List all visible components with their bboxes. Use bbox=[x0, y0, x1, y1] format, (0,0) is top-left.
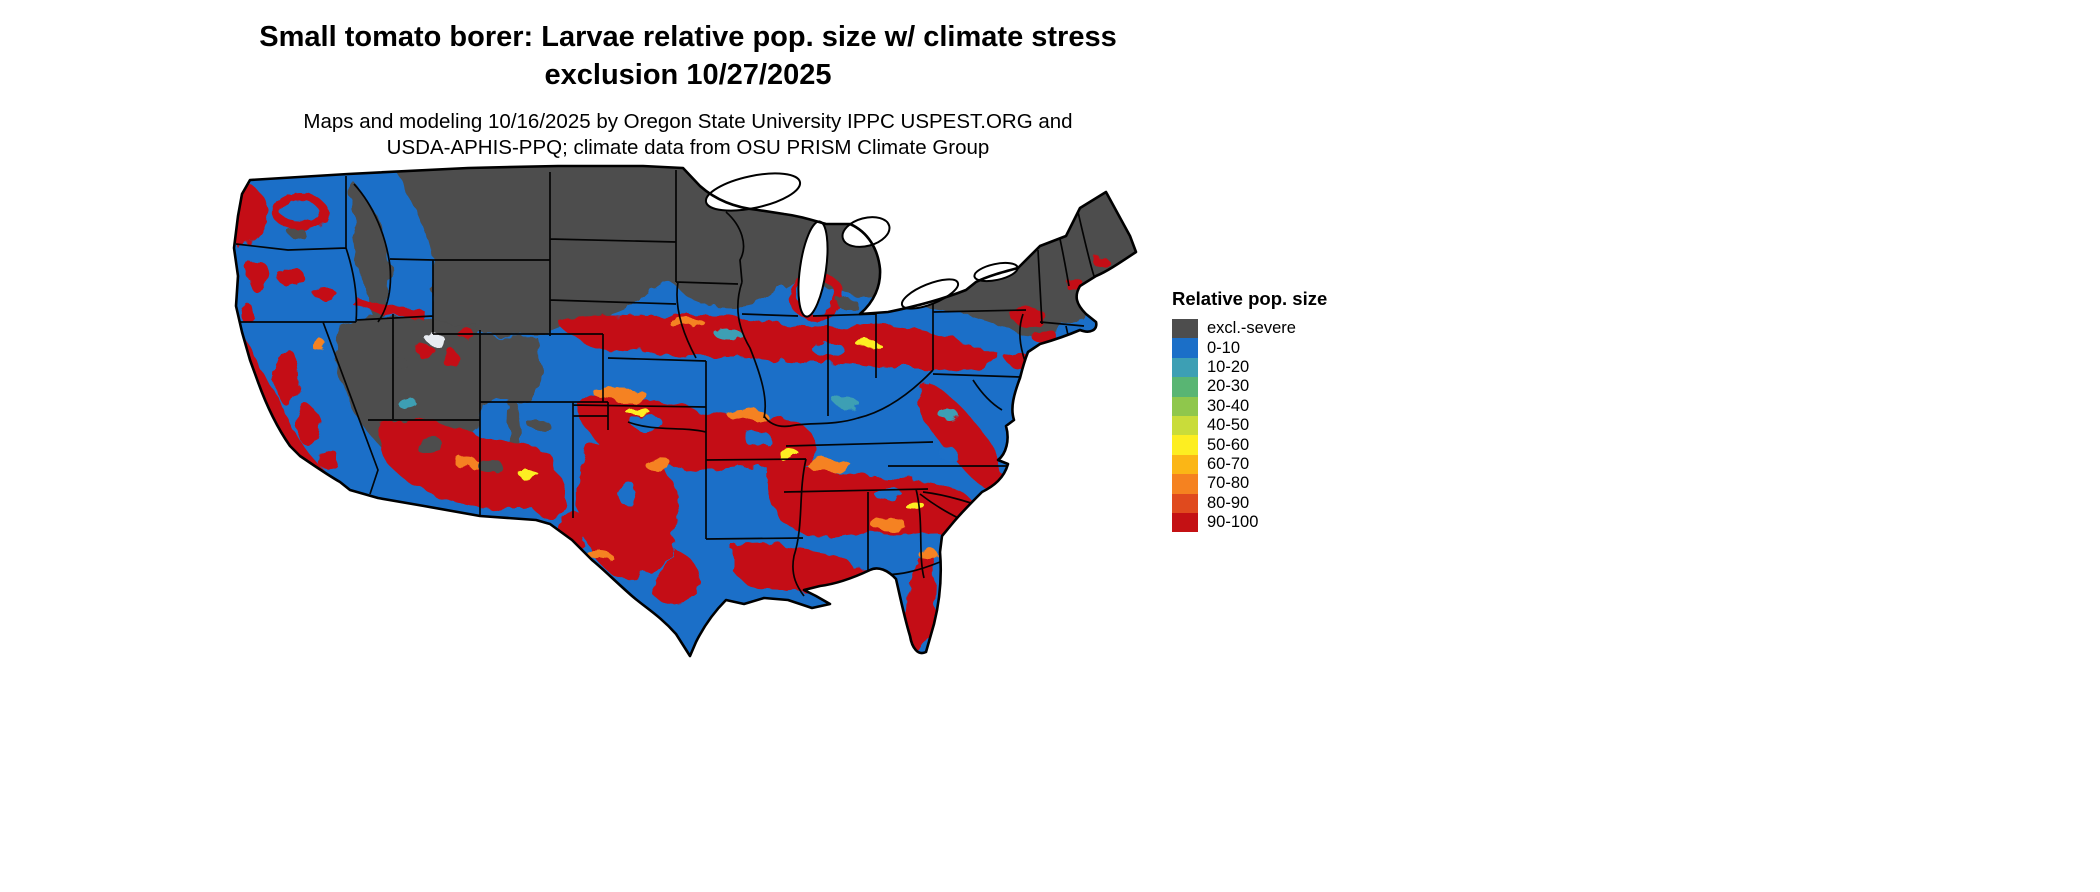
legend-swatch bbox=[1172, 357, 1198, 378]
page-header: Small tomato borer: Larvae relative pop.… bbox=[0, 18, 1376, 162]
legend-swatch bbox=[1172, 396, 1198, 416]
legend: Relative pop. size excl.-severe 0-10 10-… bbox=[1172, 288, 1392, 533]
map-subtitle-line1: Maps and modeling 10/16/2025 by Oregon S… bbox=[303, 109, 1073, 133]
map-subtitle-line2: USDA-APHIS-PPQ; climate data from OSU PR… bbox=[386, 136, 990, 160]
legend-label: 90-100 bbox=[1207, 513, 1259, 532]
map-title-line1: Small tomato borer: Larvae relative pop.… bbox=[259, 21, 1117, 53]
legend-item: 30-40 bbox=[1172, 396, 1392, 416]
lake-erie bbox=[900, 278, 960, 310]
legend-item: 60-70 bbox=[1172, 454, 1392, 475]
legend-label: 50-60 bbox=[1207, 435, 1250, 454]
state-borders bbox=[234, 170, 1095, 597]
legend-item: 20-30 bbox=[1172, 377, 1392, 397]
legend-title: Relative pop. size bbox=[1172, 288, 1328, 309]
lake-superior bbox=[704, 172, 802, 212]
us-outline bbox=[232, 164, 1138, 658]
legend-label: 70-80 bbox=[1207, 474, 1250, 493]
legend-item: 50-60 bbox=[1172, 435, 1392, 455]
legend-swatch bbox=[1172, 474, 1198, 494]
map-high-population-layer bbox=[234, 178, 1106, 654]
legend-swatch bbox=[1172, 377, 1198, 397]
legend-swatch bbox=[1172, 415, 1198, 436]
us-map-svg bbox=[232, 164, 1138, 658]
legend-label: 10-20 bbox=[1207, 357, 1250, 376]
legend-item: 80-90 bbox=[1172, 493, 1392, 513]
lake-huron bbox=[841, 216, 891, 248]
legend-item: 70-80 bbox=[1172, 474, 1392, 494]
us-distribution-map bbox=[228, 164, 1140, 666]
legend-swatch bbox=[1172, 338, 1198, 358]
legend-label: excl.-severe bbox=[1207, 319, 1296, 338]
map-subtitle: Maps and modeling 10/16/2025 by Oregon S… bbox=[0, 109, 1376, 162]
legend-item: 0-10 bbox=[1172, 338, 1392, 358]
legend-label: 60-70 bbox=[1207, 454, 1250, 473]
legend-swatch bbox=[1172, 435, 1198, 455]
legend-swatch bbox=[1172, 493, 1198, 513]
map-title-line2: exclusion 10/27/2025 bbox=[544, 59, 832, 92]
legend-item: 90-100 bbox=[1172, 512, 1392, 533]
legend-label: 20-30 bbox=[1207, 377, 1250, 396]
legend-label: 80-90 bbox=[1207, 493, 1250, 512]
legend-item: 10-20 bbox=[1172, 357, 1392, 378]
legend-swatch bbox=[1172, 454, 1198, 475]
legend-item: 40-50 bbox=[1172, 415, 1392, 436]
legend-item: excl.-severe bbox=[1172, 319, 1392, 339]
legend-label: 0-10 bbox=[1207, 338, 1241, 357]
legend-label: 40-50 bbox=[1207, 416, 1250, 435]
legend-label: 30-40 bbox=[1207, 396, 1250, 415]
legend-swatch bbox=[1172, 512, 1198, 533]
legend-swatch bbox=[1172, 319, 1198, 339]
